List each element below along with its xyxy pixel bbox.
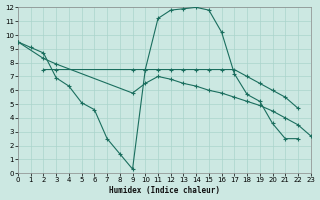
X-axis label: Humidex (Indice chaleur): Humidex (Indice chaleur) bbox=[109, 186, 220, 195]
